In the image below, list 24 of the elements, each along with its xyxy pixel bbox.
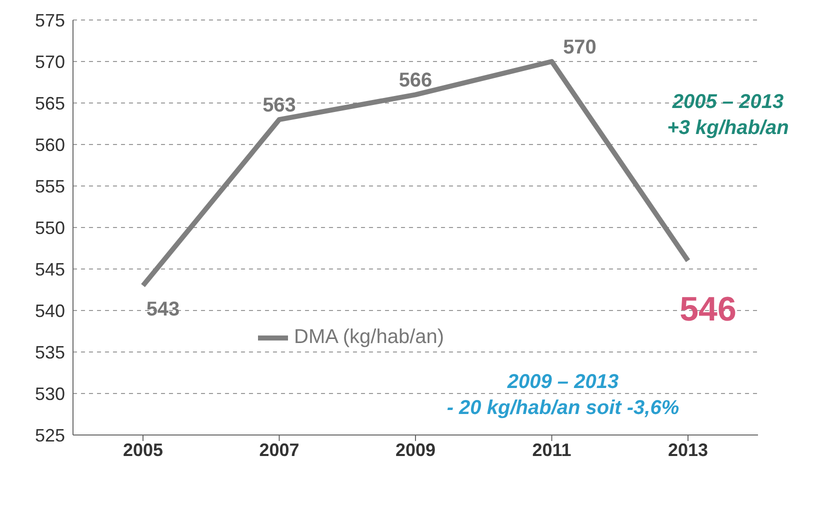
data-label: 566 [398,70,432,92]
x-tick-label: 2011 [532,440,572,460]
x-tick-label: 2007 [259,440,300,460]
y-tick-label: 540 [34,300,65,321]
data-label: 563 [262,94,296,117]
x-tick-label: 2009 [395,440,436,460]
data-label: 570 [563,36,596,58]
x-tick-label: 2005 [122,440,164,460]
y-tick-label: 555 [34,176,65,196]
legend-label: DMA (kg/hab/an) [293,326,444,349]
x-tick-label: 2013 [668,440,708,460]
annotation: 2009 – 2013 - 20 kg/hab/an soit -3,6% [446,371,680,419]
y-tick-label: 545 [34,259,65,280]
y-tick-label: 560 [34,134,65,155]
annotation: 2005 – 2013 +3 kg/hab/an [667,91,789,139]
y-tick-label: 525 [34,425,65,446]
data-label: 546 [680,290,736,329]
y-tick-label: 550 [34,218,65,238]
y-tick-label: 530 [34,384,65,404]
data-label: 543 [146,298,180,321]
y-tick-label: 565 [34,93,65,114]
y-tick-label: 570 [34,52,65,72]
y-tick-label: 535 [34,342,65,362]
y-tick-label: 575 [34,10,65,30]
